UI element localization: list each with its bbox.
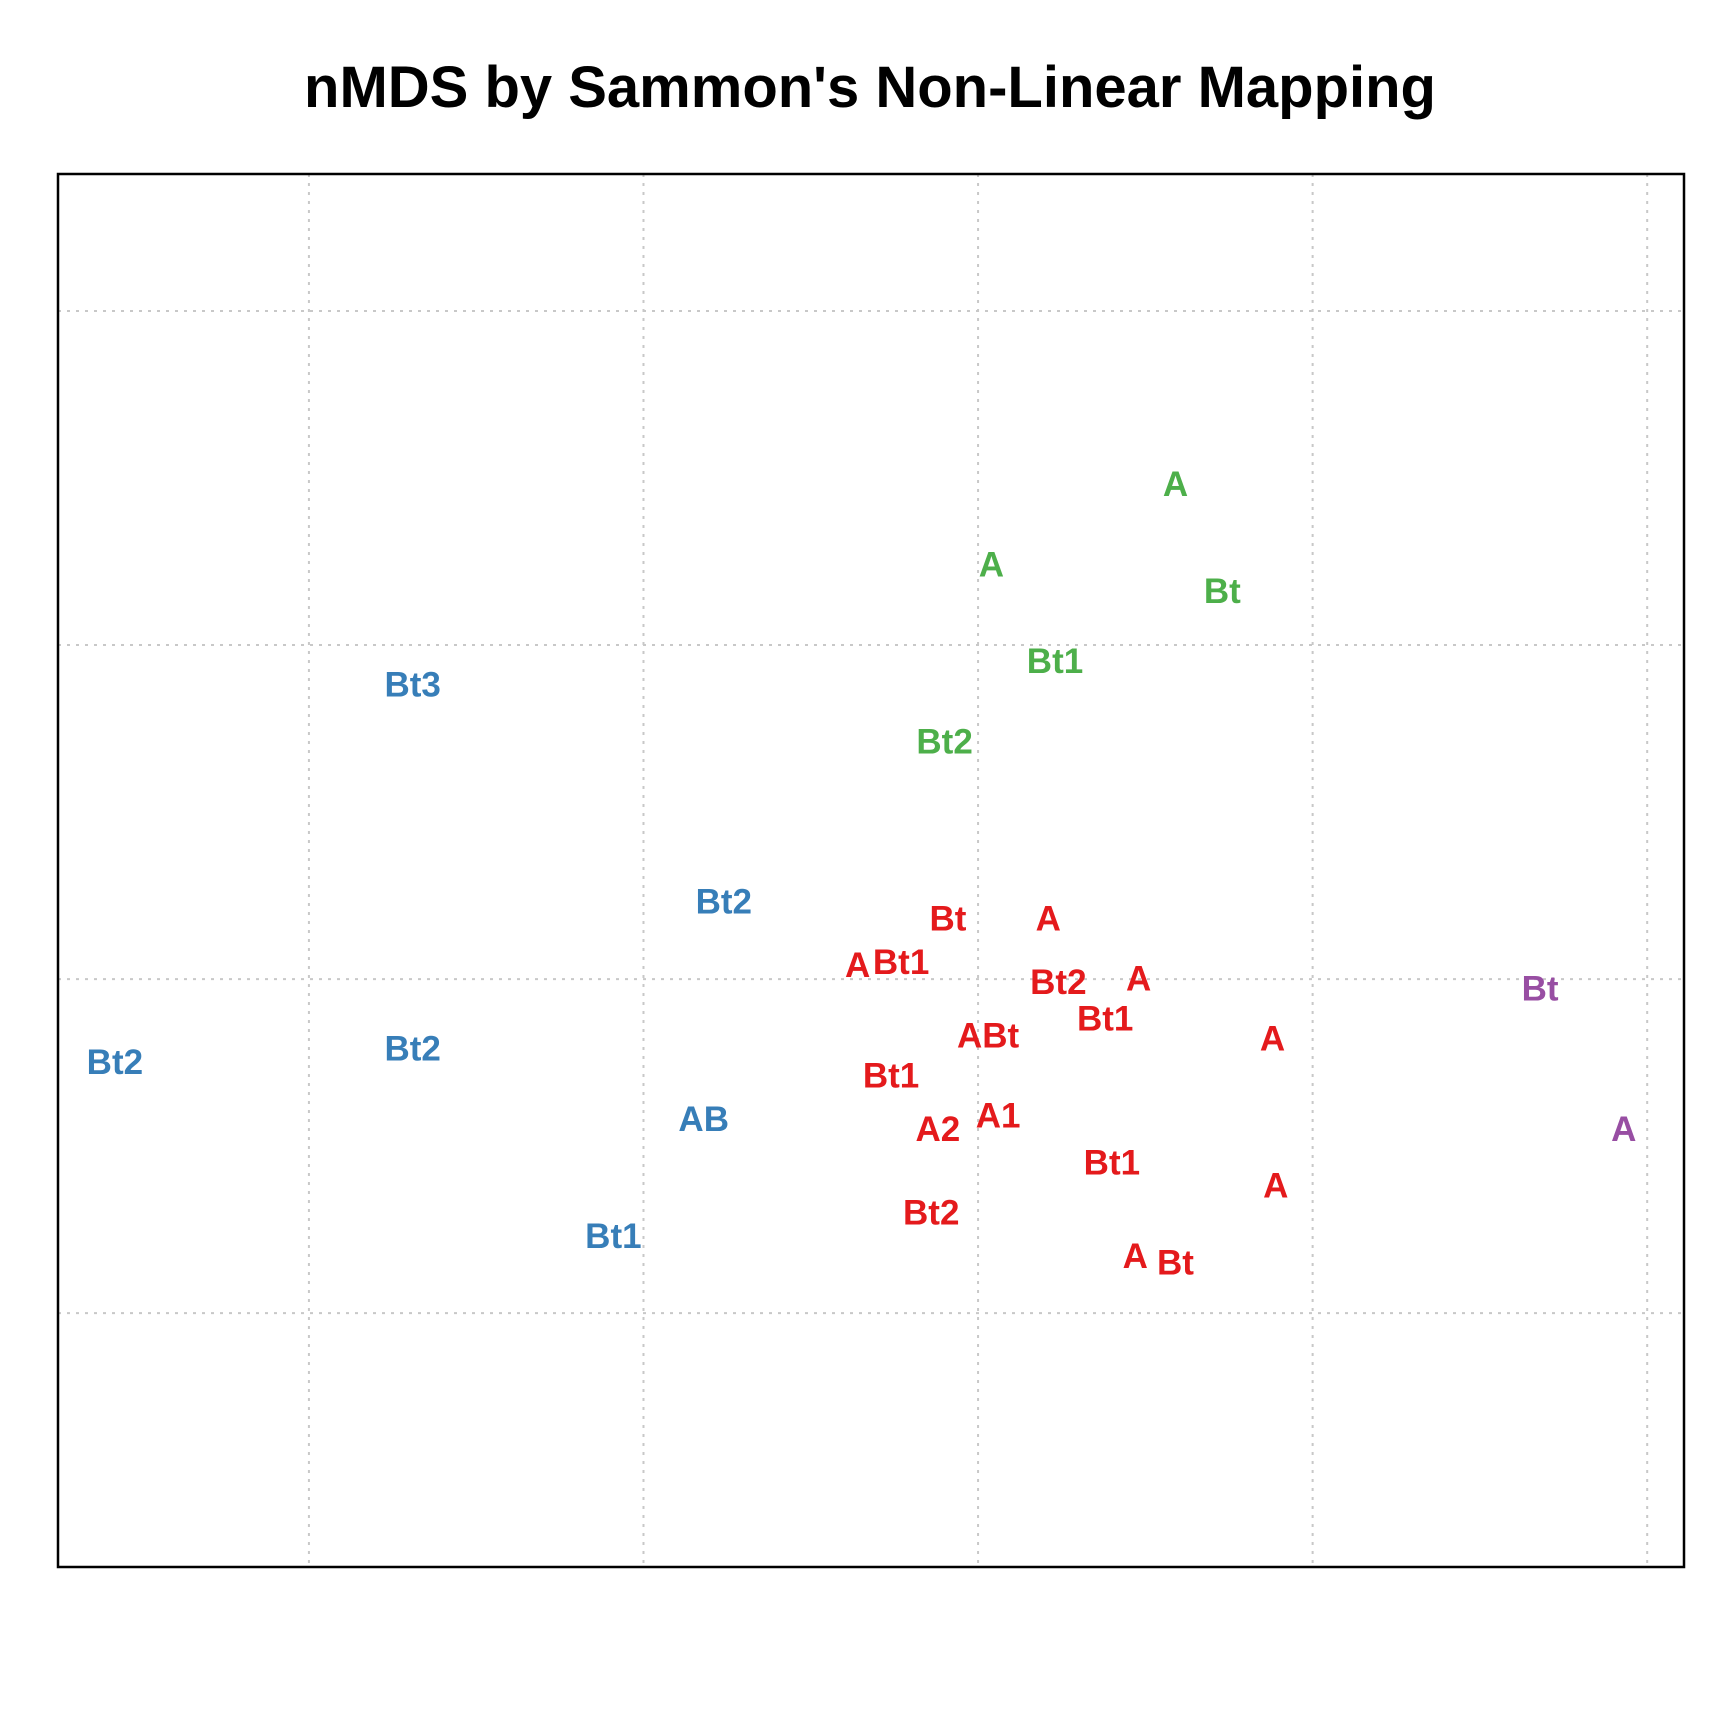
point-label: Bt1 — [873, 943, 929, 982]
point-label: A — [1263, 1167, 1288, 1206]
point-label: Bt1 — [1027, 642, 1083, 681]
point-label: A — [1036, 899, 1061, 938]
point-label: Bt — [1522, 970, 1559, 1009]
point-label: A — [1163, 465, 1188, 504]
point-label: Bt2 — [384, 1030, 440, 1069]
point-label: A2 — [916, 1110, 961, 1149]
point-label: A — [1126, 960, 1151, 999]
point-label: A — [1611, 1110, 1636, 1149]
plot-frame — [56, 172, 1686, 1569]
point-label: Bt — [1204, 572, 1241, 611]
point-label: Bt — [1157, 1244, 1194, 1283]
point-label: A1 — [976, 1097, 1021, 1136]
point-label: Bt2 — [87, 1043, 143, 1082]
point-label: AB — [678, 1100, 729, 1139]
chart-title: nMDS by Sammon's Non-Linear Mapping — [304, 55, 1436, 120]
point-label: Bt2 — [916, 722, 972, 761]
grid-layer — [58, 174, 1684, 1567]
point-label: Bt — [929, 899, 966, 938]
point-label: Bt1 — [863, 1056, 919, 1095]
point-label: Bt1 — [1077, 1000, 1133, 1039]
point-label: Bt1 — [585, 1217, 641, 1256]
point-label: A — [979, 545, 1004, 584]
point-label: A — [1260, 1020, 1285, 1059]
point-label: A — [845, 946, 870, 985]
point-label: ABt — [957, 1016, 1020, 1055]
point-label: Bt2 — [1030, 963, 1086, 1002]
point-label: Bt1 — [1084, 1143, 1140, 1182]
point-label: Bt2 — [696, 883, 752, 922]
point-label: A — [1123, 1237, 1148, 1276]
point-label: Bt2 — [903, 1193, 959, 1232]
point-label: Bt3 — [384, 666, 440, 705]
